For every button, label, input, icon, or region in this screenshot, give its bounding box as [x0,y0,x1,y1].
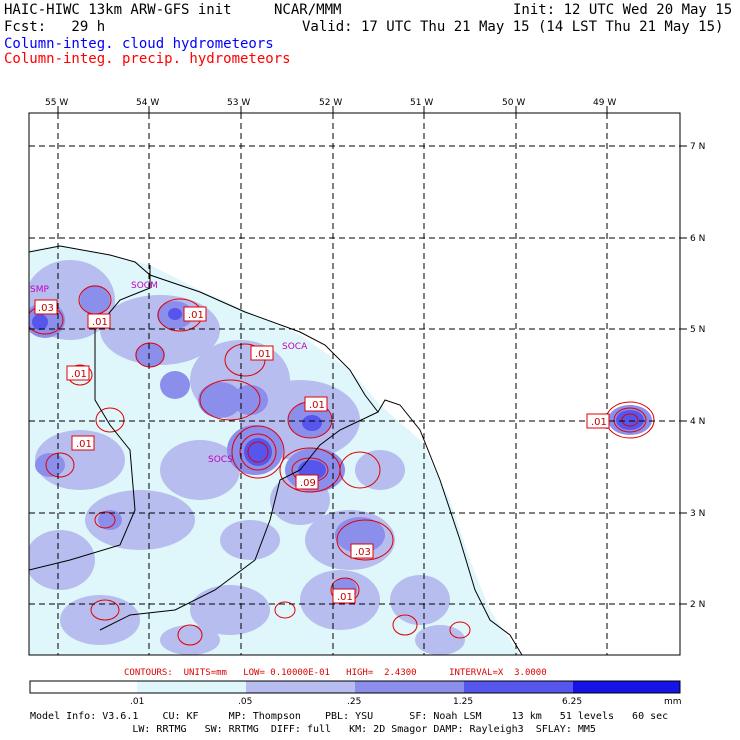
colorbar-tick: 6.25 [562,697,582,707]
lat-label-6n: 6 N [690,234,705,244]
value-label: .01 [87,313,111,329]
site-labels: SMP SOCM SOCA SOCS [30,281,308,465]
lat-label-4n: 4 N [690,417,705,427]
colorbar: .01 .05 .25 1.25 6.25 mm [29,680,682,707]
cloud-field-label: Column-integ. cloud hydrometeors [4,36,274,52]
svg-text:.01: .01 [76,439,92,450]
site-label-smp: SMP [30,285,49,295]
svg-text:.01: .01 [337,592,353,603]
lat-lon-grid [29,113,680,655]
value-label: .01 [586,413,610,429]
coastline-borders [29,245,523,655]
lat-label-5n: 5 N [690,325,705,335]
contour-info: CONTOURS: UNITS=mm LOW= 0.10000E-01 HIGH… [124,668,547,678]
frame-ticks [57,106,687,605]
colorbar-bin [137,681,246,693]
lon-label-53w: 53 W [227,98,250,108]
longitude-labels: 55 W 54 W 53 W 52 W 51 W 50 W 49 W [45,98,616,108]
colorbar-tick: .25 [347,697,361,707]
colorbar-tick: .01 [130,697,144,707]
lat-label-7n: 7 N [690,142,705,152]
svg-text:.03: .03 [355,547,371,558]
value-label: .01 [250,345,274,361]
value-label: .03 [350,543,374,559]
svg-text:.09: .09 [300,478,316,489]
value-label: .01 [71,435,95,451]
colorbar-units: mm [664,697,682,707]
lat-label-3n: 3 N [690,509,705,519]
lon-label-52w: 52 W [319,98,342,108]
lon-label-49w: 49 W [593,98,616,108]
site-label-socs: SOCS [208,455,233,465]
svg-text:.01: .01 [255,349,271,360]
init-time: Init: 12 UTC Wed 20 May 15 [513,2,733,18]
value-label: .01 [332,588,356,604]
value-label: .09 [295,474,319,490]
colorbar-bin [246,681,355,693]
model-info-line1: Model Info: V3.6.1 CU: KF MP: Thompson P… [30,711,669,722]
value-label: .03 [34,299,58,315]
valid-time: Valid: 17 UTC Thu 21 May 15 (14 LST Thu … [302,19,724,35]
latitude-labels: 7 N 6 N 5 N 4 N 3 N 2 N [690,142,705,610]
map-frame [28,112,681,656]
forecast-hour: Fcst: 29 h [4,19,106,35]
colorbar-tick: 1.25 [453,697,473,707]
value-label: .01 [304,396,328,412]
cloud-hydrometeor-shading [29,245,652,655]
lat-label-2n: 2 N [690,600,705,610]
lon-label-55w: 55 W [45,98,68,108]
svg-text:.01: .01 [309,400,325,411]
colorbar-bin [573,681,680,693]
precip-field-label: Column-integ. precip. hydrometeors [4,51,291,67]
colorbar-tick: .05 [238,697,252,707]
colorbar-bin [30,681,137,693]
svg-text:.01: .01 [591,417,607,428]
center-label: NCAR/MMM [274,2,342,18]
svg-text:.03: .03 [38,303,54,314]
value-label: .01 [66,365,90,381]
plot-title: HAIC-HIWC 13km ARW-GFS init [4,2,232,18]
colorbar-bin [464,681,573,693]
site-label-socm: SOCM [131,281,158,291]
site-label-soca: SOCA [282,342,308,352]
precip-hydrometeor-contours [29,285,655,646]
value-label: .01 [183,306,207,322]
contour-value-labels: .03 .01 .01 .01 .01 .01 .01 .09 .03 .01 … [34,299,610,604]
lon-label-50w: 50 W [502,98,525,108]
model-info-line2: LW: RRTMG SW: RRTMG DIFF: full KM: 2D Sm… [30,724,596,735]
lon-label-54w: 54 W [136,98,159,108]
lon-label-51w: 51 W [410,98,433,108]
svg-text:.01: .01 [188,310,204,321]
svg-text:.01: .01 [71,369,87,380]
colorbar-bin [355,681,464,693]
svg-text:.01: .01 [92,317,108,328]
